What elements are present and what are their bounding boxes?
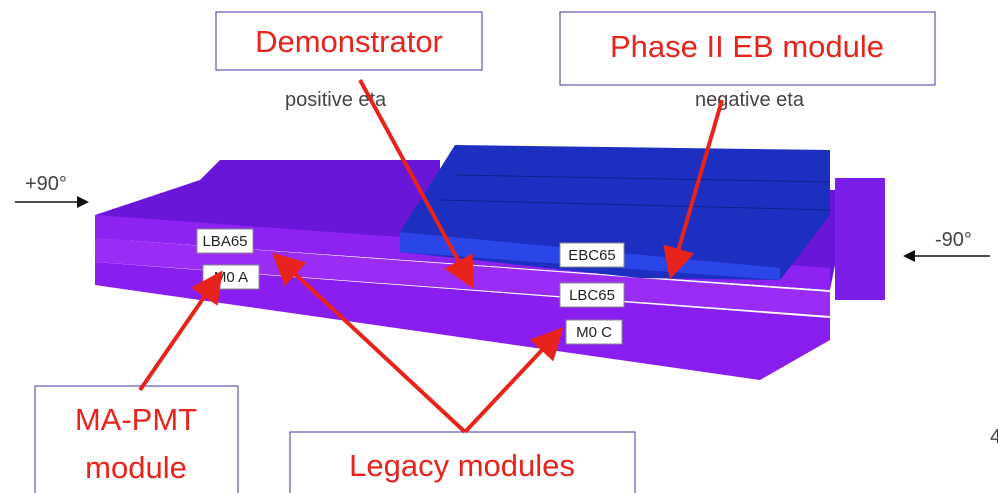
module-label: LBC65	[569, 287, 615, 304]
module-label: LBA65	[202, 233, 247, 250]
callout: Legacy modules	[349, 448, 575, 483]
label-box	[196, 228, 254, 254]
bottom-slab	[95, 262, 830, 380]
angle-label: -90°	[935, 229, 972, 251]
pointer	[663, 99, 724, 280]
module-label: M0 C	[576, 324, 612, 341]
edge	[454, 174, 831, 183]
side-block	[835, 178, 885, 300]
callout: module	[85, 450, 187, 485]
module-label: EBC65	[568, 247, 616, 264]
callout-box	[215, 11, 483, 71]
eta-label: negative eta	[695, 89, 805, 111]
modules	[95, 145, 885, 380]
angle-label: +90°	[25, 173, 67, 195]
pointer	[463, 327, 564, 434]
pointer	[138, 270, 223, 392]
callout: Phase II EB module	[610, 29, 884, 64]
callout-box	[34, 385, 239, 493]
label-box	[559, 242, 625, 268]
label-box	[559, 282, 625, 308]
page-number: 4	[990, 426, 998, 448]
callout: Demonstrator	[255, 24, 443, 59]
pointers	[138, 79, 724, 434]
eta-label: positive eta	[285, 89, 387, 111]
callout-box	[289, 431, 636, 493]
callout: MA-PMT	[75, 402, 197, 437]
callout-box	[559, 11, 936, 86]
edge	[439, 199, 831, 211]
pointer	[358, 79, 474, 290]
module-label: M0 A	[214, 269, 248, 286]
label-box	[565, 319, 623, 345]
module-labels: LBA65 M0 A EBC65 LBC65 M0 C	[196, 228, 625, 345]
pointer	[272, 252, 467, 434]
